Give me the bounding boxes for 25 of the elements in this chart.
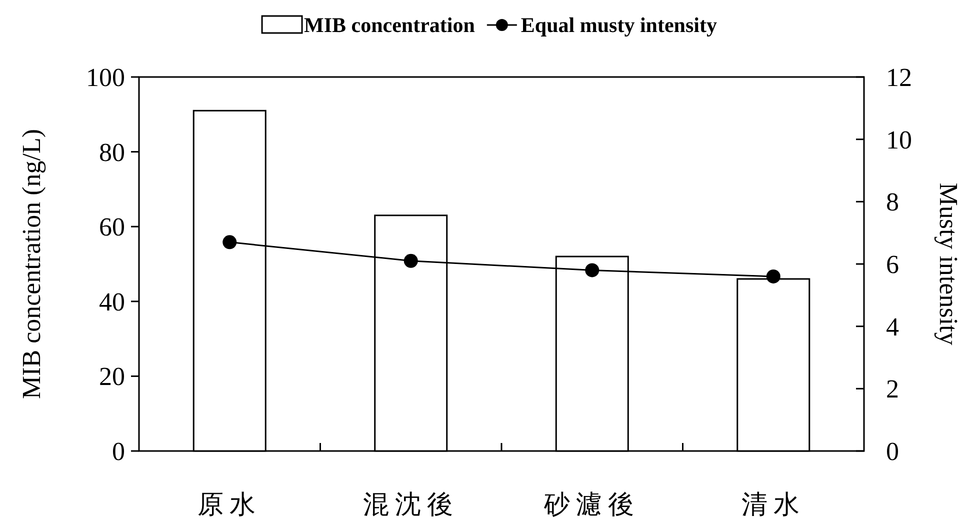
y-tick-label: 0 — [112, 437, 125, 466]
y-tick-label: 80 — [99, 138, 125, 167]
y2-tick-label: 12 — [886, 63, 912, 92]
y-tick-label: 40 — [99, 287, 125, 316]
y2-tick-label: 10 — [886, 125, 912, 154]
y2-tick-label: 6 — [886, 250, 899, 279]
y2-tick-label: 2 — [886, 374, 899, 404]
x-tick-label: 混沈後 — [362, 490, 459, 519]
point — [585, 263, 600, 278]
legend-label: MIB concentration — [304, 13, 476, 37]
y2-axis-title: Musty intensity — [934, 182, 963, 346]
y-tick-label: 60 — [99, 212, 125, 242]
point — [766, 269, 780, 284]
y2-tick-label: 4 — [886, 312, 899, 342]
legend-label: Equal musty intensity — [520, 13, 718, 37]
x-tick-label: 清水 — [741, 490, 806, 519]
point — [222, 235, 237, 250]
x-tick-label: 原水 — [198, 490, 262, 519]
y2-tick-label: 0 — [886, 437, 899, 466]
point — [404, 254, 418, 268]
x-tick-label: 砂濾後 — [543, 490, 640, 519]
y-axis-title: MIB concentration (ng/L) — [17, 128, 46, 400]
y-tick-label: 20 — [99, 362, 125, 392]
y-tick-label: 100 — [86, 63, 125, 92]
y2-tick-label: 8 — [886, 188, 899, 217]
